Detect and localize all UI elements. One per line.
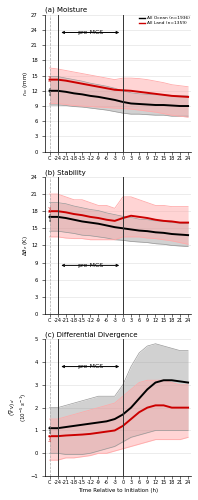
X-axis label: Time Relative to Initiation (h): Time Relative to Initiation (h) (78, 488, 158, 493)
Text: land: land (49, 205, 53, 212)
Text: ocean: ocean (49, 212, 53, 222)
Text: ocean: ocean (49, 424, 53, 432)
Text: (a) Moisture: (a) Moisture (46, 7, 88, 14)
Text: pre-MCS: pre-MCS (77, 30, 103, 35)
Y-axis label: $r_{vv}$ (mm): $r_{vv}$ (mm) (21, 70, 30, 96)
Text: (c) Differential Divergence: (c) Differential Divergence (46, 332, 138, 338)
Y-axis label: $(\nabla{\cdot}v)_d$
$(10^{-5}\ s^{-1})$: $(\nabla{\cdot}v)_d$ $(10^{-5}\ s^{-1})$ (7, 393, 29, 422)
Text: land: land (49, 434, 53, 440)
Text: land: land (49, 75, 53, 82)
Text: pre-MCS: pre-MCS (77, 364, 103, 369)
Text: pre-MCS: pre-MCS (77, 263, 103, 268)
Text: ocean: ocean (49, 86, 53, 96)
Y-axis label: $\Delta\theta_e$ (K): $\Delta\theta_e$ (K) (21, 235, 30, 256)
Text: (b) Stability: (b) Stability (46, 169, 86, 175)
Legend: All Ocean (n=1936), All Land (n=1359): All Ocean (n=1936), All Land (n=1359) (139, 16, 189, 25)
